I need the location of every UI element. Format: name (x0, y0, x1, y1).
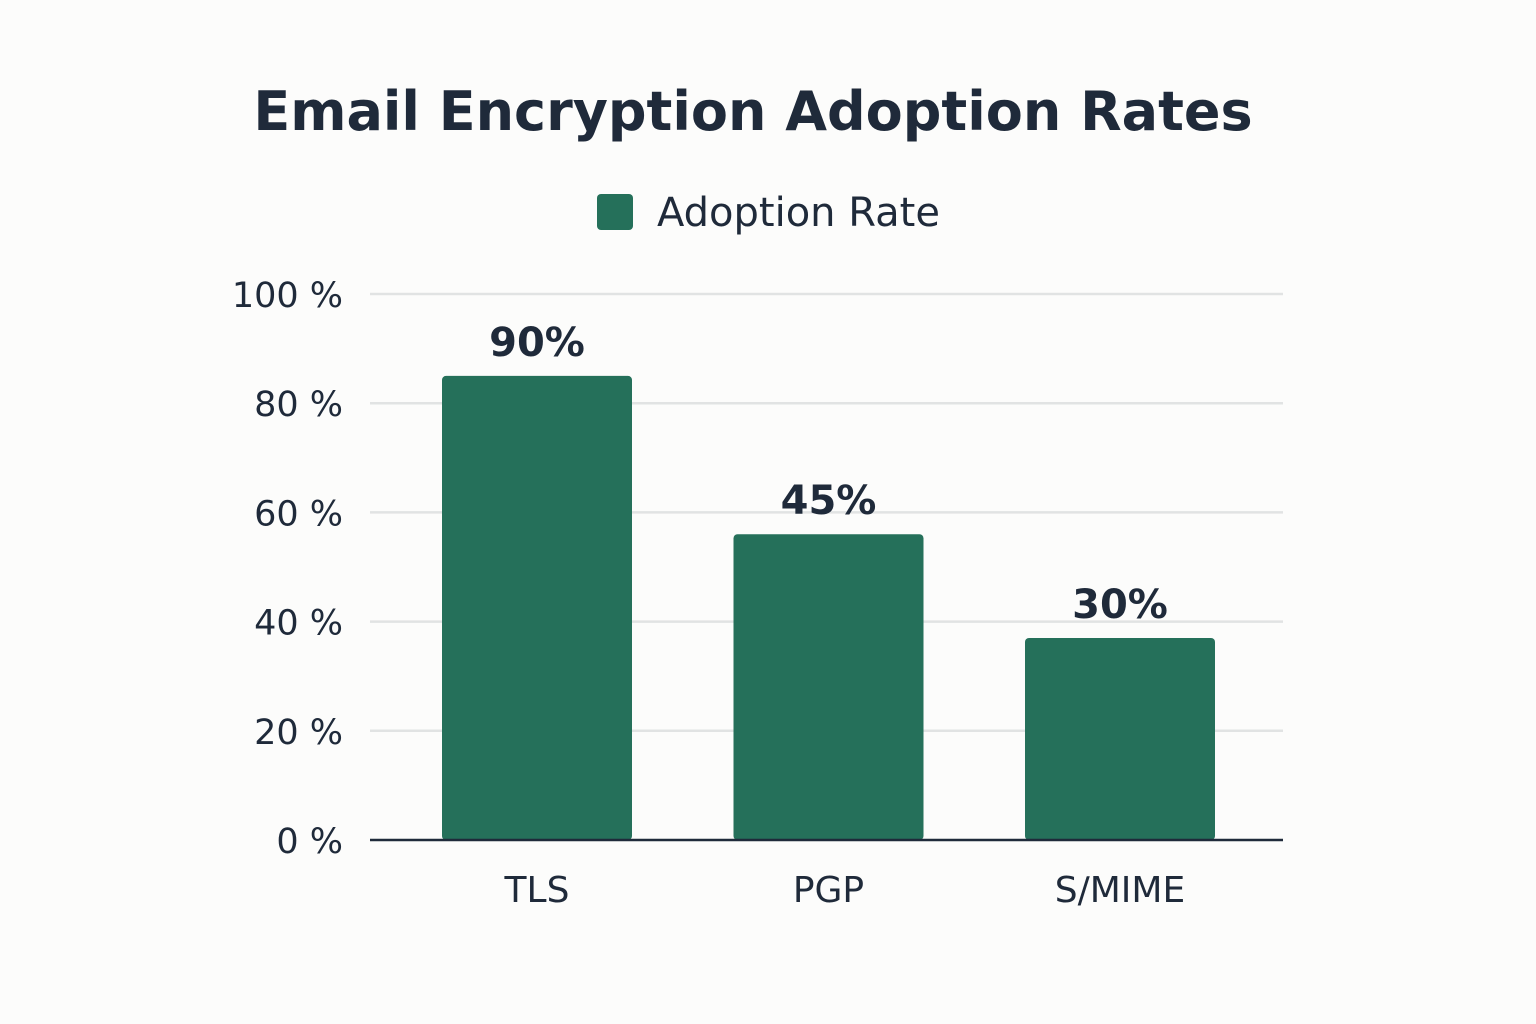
legend-label: Adoption Rate (657, 190, 940, 236)
x-category-label: TLS (504, 870, 570, 911)
y-tick-label: 60 % (254, 494, 343, 534)
x-category-label: S/MIME (1055, 870, 1185, 911)
bars (442, 375, 1215, 840)
data-labels: 90% 45% 30% (489, 320, 1168, 628)
y-tick-label: 100 % (232, 276, 343, 316)
data-label: 45% (781, 478, 877, 524)
legend-swatch (597, 194, 633, 230)
x-category-label: PGP (793, 870, 864, 911)
y-tick-label: 20 % (254, 713, 343, 753)
y-tick-label: 0 % (276, 822, 343, 862)
chart-title: Email Encryption Adoption Rates (253, 80, 1252, 143)
data-label: 90% (489, 320, 585, 366)
y-tick-label: 40 % (254, 604, 343, 644)
bar-s-mime (1025, 637, 1215, 840)
data-label: 30% (1072, 582, 1168, 628)
x-axis-categories: TLS PGP S/MIME (504, 870, 1186, 911)
y-axis-ticks: 0 % 20 % 40 % 60 % 80 % 100 % (232, 276, 343, 862)
y-tick-label: 80 % (254, 385, 343, 425)
bar-pgp (733, 534, 924, 840)
legend: Adoption Rate (597, 190, 940, 236)
bar-tls (442, 375, 632, 840)
